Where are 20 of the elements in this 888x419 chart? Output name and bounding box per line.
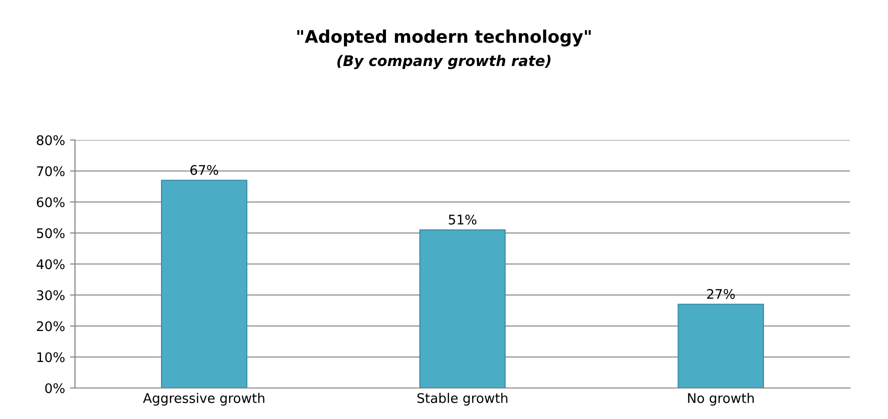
y-tick-label: 70%	[37, 166, 65, 176]
bar	[419, 229, 506, 388]
x-tick-label: No growth	[688, 392, 754, 406]
y-tick-label: 20%	[36, 321, 65, 332]
bar	[678, 304, 764, 388]
data-label: 67%	[190, 164, 218, 175]
chart-subtitle: (By company growth rate)	[337, 54, 550, 70]
data-label: 51%	[448, 214, 476, 225]
y-tick-label: 60%	[36, 197, 65, 208]
y-tick-label: 0%	[45, 383, 65, 394]
y-tick-label: 80%	[36, 135, 65, 146]
y-tick-label: 10%	[37, 352, 65, 362]
y-tick-label: 30%	[36, 290, 65, 300]
bar	[160, 180, 248, 388]
x-tick-label: Aggressive growth	[143, 392, 264, 406]
x-tick-label: Stable growth	[417, 392, 508, 406]
y-tick-label: 50%	[36, 228, 65, 238]
chart-title: "Adopted modern technology"	[297, 30, 591, 46]
data-label: 27%	[707, 288, 735, 299]
y-tick-label: 40%	[36, 259, 65, 270]
